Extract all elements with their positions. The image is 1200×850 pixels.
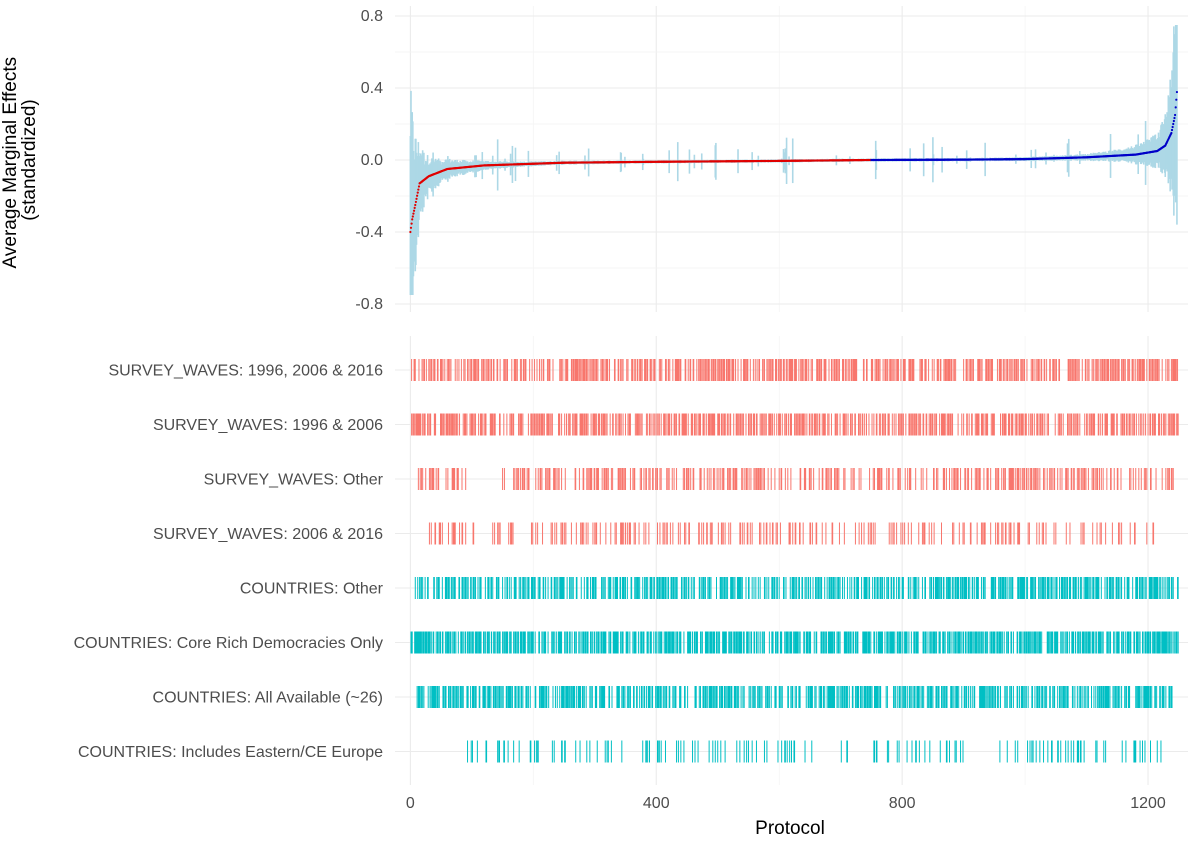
effect-point — [1170, 128, 1174, 132]
effect-points — [409, 90, 1179, 234]
effects-panel-grid — [395, 6, 1188, 312]
spec-row — [417, 468, 1174, 490]
effect-point — [1172, 119, 1175, 123]
effect-point — [416, 194, 419, 197]
effect-point — [417, 185, 421, 188]
effect-point — [414, 203, 417, 207]
effect-point — [1174, 106, 1177, 109]
effect-point — [416, 191, 419, 194]
spec-row — [411, 359, 1179, 381]
effect-point — [411, 218, 414, 221]
effect-point — [415, 197, 418, 200]
specification-panel-grid — [395, 336, 1188, 785]
spec-ticks — [410, 359, 1179, 763]
effect-point — [410, 222, 413, 225]
spec-row — [411, 413, 1179, 436]
effect-point — [1172, 122, 1175, 126]
effect-point — [1171, 125, 1174, 129]
effect-point — [411, 215, 414, 218]
effect-point — [1175, 90, 1179, 94]
effect-point — [409, 230, 412, 234]
spec-row — [414, 577, 1179, 599]
spec-row — [410, 631, 1179, 654]
effect-point — [417, 188, 420, 191]
effect-point — [412, 212, 415, 215]
effect-point — [412, 209, 416, 212]
effect-point — [409, 226, 413, 229]
effect-point — [1173, 116, 1176, 120]
effect-point — [1175, 98, 1178, 101]
effect-point — [414, 200, 418, 204]
effect-point — [1170, 131, 1173, 135]
effect-point — [1173, 113, 1177, 117]
spec-row — [428, 522, 1155, 545]
effect-point — [413, 206, 416, 209]
